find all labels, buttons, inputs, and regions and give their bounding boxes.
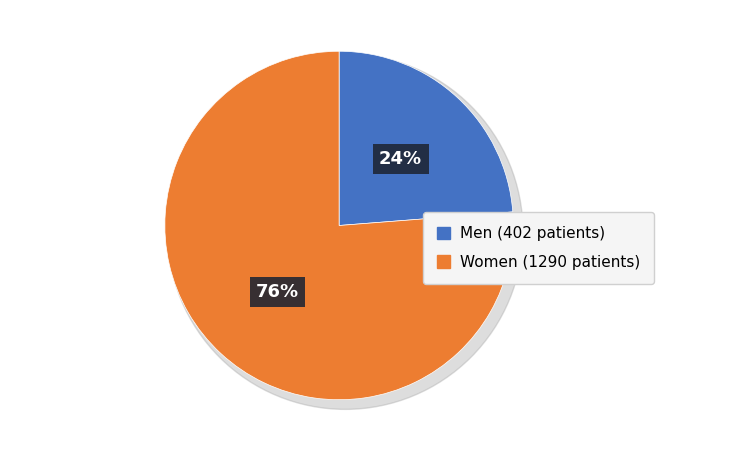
Legend: Men (402 patients), Women (1290 patients): Men (402 patients), Women (1290 patients… [423,212,653,284]
Ellipse shape [168,54,523,410]
Wedge shape [339,51,513,226]
Text: 24%: 24% [379,150,422,168]
Wedge shape [165,51,514,400]
Text: 76%: 76% [256,283,299,301]
